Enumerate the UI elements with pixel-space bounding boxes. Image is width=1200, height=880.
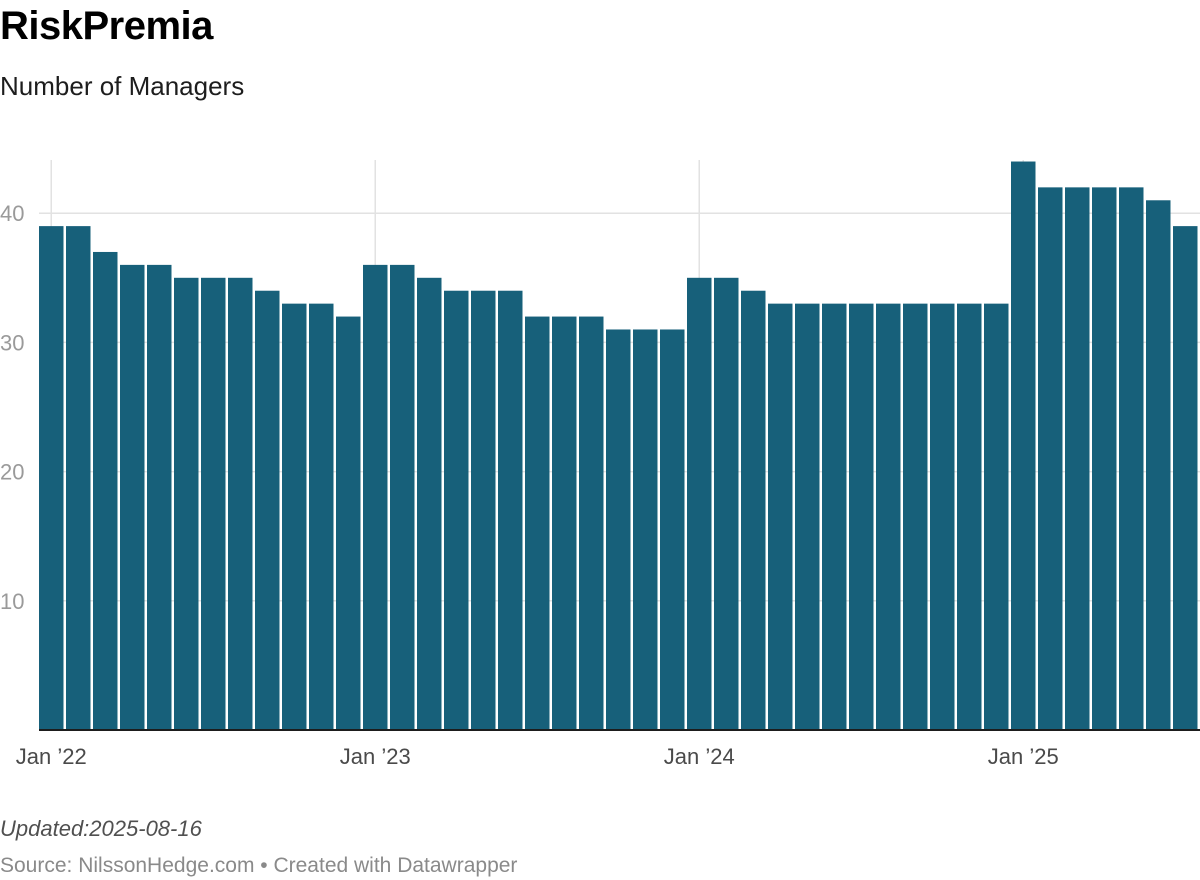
updated-note: Updated:2025-08-16 [0,815,202,843]
bar-2025-01 [1011,161,1036,730]
bar-2022-02 [66,226,91,730]
bar-2023-12 [660,329,685,730]
bar-2024-01 [687,277,712,730]
bar-2024-09 [903,303,928,730]
bar-2023-07 [525,316,550,730]
bar-2024-10 [930,303,955,730]
chart-title: RiskPremia [0,4,213,48]
bar-2022-12 [336,316,361,730]
bar-chart: 10 20 30 40 Jan ’22 Jan ’23 Jan ’24 Jan ’25 [0,160,1200,769]
y-tick-label: 20 [0,460,24,485]
bar-2023-02 [390,264,415,730]
bar-2024-03 [741,290,766,730]
bar-2025-02 [1038,187,1063,731]
bar-2024-08 [876,303,901,730]
x-tick-labels: Jan ’22 Jan ’23 Jan ’24 Jan ’25 [16,744,1059,769]
bar-2022-10 [282,303,307,730]
bar-2024-11 [957,303,982,730]
bar-2025-07 [1173,226,1198,730]
bar-2022-03 [93,251,118,730]
source-note: Source: NilssonHedge.com • Created with … [0,854,518,877]
y-tick-label: 40 [0,201,24,226]
bar-2023-01 [363,264,388,730]
x-tick-label: Jan ’22 [16,744,87,769]
bar-2024-04 [768,303,793,730]
bar-2024-06 [822,303,847,730]
bar-2024-05 [795,303,820,730]
bar-2025-04 [1092,187,1117,731]
y-tick-label: 30 [0,330,24,355]
bar-2022-08 [228,277,253,730]
bar-2022-06 [174,277,199,730]
updated-label: Updated: [0,816,90,841]
x-tick-label: Jan ’25 [988,744,1059,769]
bar-2024-07 [849,303,874,730]
bar-2022-07 [201,277,226,730]
bar-2022-01 [39,226,64,730]
bar-2023-04 [444,290,469,730]
y-tick-labels: 10 20 30 40 [0,201,24,614]
bar-2022-05 [147,264,172,730]
bar-2024-12 [984,303,1009,730]
bar-2023-11 [633,329,658,730]
chart-subtitle: Number of Managers [0,71,245,101]
bar-2022-11 [309,303,334,730]
bar-2022-09 [255,290,280,730]
x-tick-label: Jan ’24 [664,744,735,769]
x-tick-label: Jan ’23 [340,744,411,769]
y-tick-label: 10 [0,589,24,614]
bar-2023-09 [579,316,604,730]
bar-2023-06 [498,290,523,730]
bar-2025-03 [1065,187,1090,731]
bars [39,161,1198,731]
bar-2023-03 [417,277,442,730]
updated-date: 2025-08-16 [89,816,202,841]
bar-2025-06 [1146,200,1171,730]
bar-2023-08 [552,316,577,730]
bar-2023-10 [606,329,631,730]
bar-2023-05 [471,290,496,730]
bar-2024-02 [714,277,739,730]
bar-2022-04 [120,264,145,730]
bar-2025-05 [1119,187,1144,731]
